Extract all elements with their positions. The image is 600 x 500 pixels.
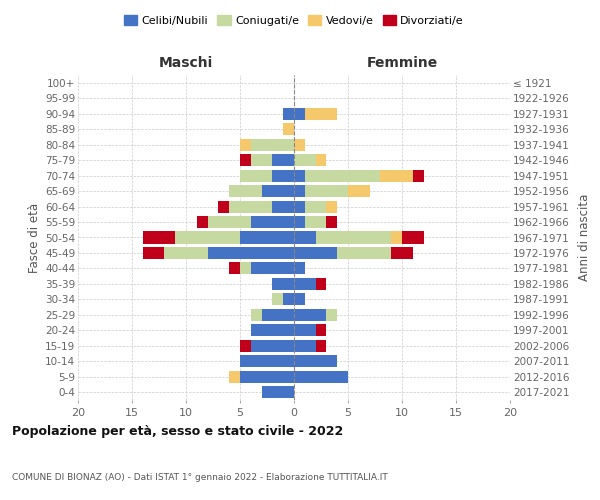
Bar (316, 324, 326, 336)
Bar (294, 340, 316, 352)
Bar (272, 200, 294, 212)
Bar (305, 216, 326, 228)
Bar (305, 170, 380, 181)
Bar (283, 294, 294, 306)
Bar (143, 247, 164, 259)
Bar (208, 247, 294, 259)
Bar (272, 170, 294, 181)
Y-axis label: Fasce di età: Fasce di età (28, 202, 41, 272)
Bar (337, 247, 391, 259)
Bar (283, 108, 294, 120)
Bar (262, 185, 294, 197)
Bar (229, 371, 240, 383)
Bar (294, 324, 316, 336)
Bar (294, 247, 337, 259)
Bar (294, 356, 337, 368)
Bar (326, 309, 337, 321)
Bar (208, 216, 251, 228)
Bar (240, 232, 294, 243)
Bar (380, 170, 413, 181)
Text: Maschi: Maschi (159, 56, 213, 70)
Bar (316, 340, 326, 352)
Bar (272, 154, 294, 166)
Bar (164, 247, 208, 259)
Bar (229, 262, 240, 274)
Bar (305, 200, 326, 212)
Bar (229, 200, 272, 212)
Bar (294, 216, 305, 228)
Bar (348, 185, 370, 197)
Text: Popolazione per età, sesso e stato civile - 2022: Popolazione per età, sesso e stato civil… (12, 425, 343, 438)
Bar (218, 200, 229, 212)
Bar (175, 232, 240, 243)
Bar (272, 294, 283, 306)
Bar (240, 262, 251, 274)
Bar (262, 386, 294, 398)
Bar (294, 232, 316, 243)
Bar (316, 278, 326, 290)
Bar (391, 232, 402, 243)
Bar (294, 185, 305, 197)
Bar (240, 356, 294, 368)
Bar (143, 232, 175, 243)
Bar (294, 371, 348, 383)
Bar (294, 108, 305, 120)
Bar (240, 371, 294, 383)
Bar (316, 232, 391, 243)
Bar (413, 170, 424, 181)
Bar (316, 154, 326, 166)
Bar (294, 278, 316, 290)
Bar (272, 278, 294, 290)
Bar (283, 123, 294, 135)
Bar (294, 200, 305, 212)
Bar (294, 309, 326, 321)
Bar (294, 294, 305, 306)
Bar (240, 138, 251, 150)
Bar (305, 185, 348, 197)
Bar (402, 232, 424, 243)
Legend: Celibi/Nubili, Coniugati/e, Vedovi/e, Divorziati/e: Celibi/Nubili, Coniugati/e, Vedovi/e, Di… (119, 10, 469, 30)
Bar (229, 185, 262, 197)
Bar (251, 154, 272, 166)
Bar (326, 216, 337, 228)
Bar (294, 154, 316, 166)
Bar (294, 138, 305, 150)
Bar (251, 216, 294, 228)
Bar (240, 154, 251, 166)
Bar (294, 262, 305, 274)
Bar (197, 216, 208, 228)
Bar (251, 340, 294, 352)
Bar (251, 138, 294, 150)
Y-axis label: Anni di nascita: Anni di nascita (578, 194, 591, 281)
Bar (326, 200, 337, 212)
Bar (240, 170, 272, 181)
Bar (251, 324, 294, 336)
Bar (240, 340, 251, 352)
Text: Femmine: Femmine (367, 56, 437, 70)
Text: COMUNE DI BIONAZ (AO) - Dati ISTAT 1° gennaio 2022 - Elaborazione TUTTITALIA.IT: COMUNE DI BIONAZ (AO) - Dati ISTAT 1° ge… (12, 473, 388, 482)
Bar (251, 309, 262, 321)
Bar (251, 262, 294, 274)
Bar (262, 309, 294, 321)
Bar (305, 108, 337, 120)
Bar (294, 170, 305, 181)
Bar (391, 247, 413, 259)
